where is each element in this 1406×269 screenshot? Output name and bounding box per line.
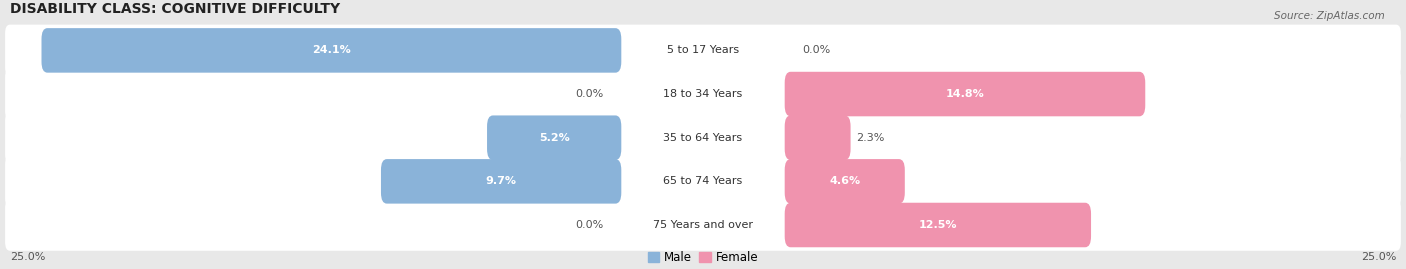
Text: 18 to 34 Years: 18 to 34 Years [664,89,742,99]
Text: 5 to 17 Years: 5 to 17 Years [666,45,740,55]
FancyBboxPatch shape [42,28,621,73]
Text: 14.8%: 14.8% [946,89,984,99]
FancyBboxPatch shape [6,155,1400,207]
Text: 75 Years and over: 75 Years and over [652,220,754,230]
Text: 0.0%: 0.0% [575,220,603,230]
Text: 0.0%: 0.0% [803,45,831,55]
Text: 35 to 64 Years: 35 to 64 Years [664,133,742,143]
FancyBboxPatch shape [6,25,1400,76]
Text: 65 to 74 Years: 65 to 74 Years [664,176,742,186]
Text: 5.2%: 5.2% [538,133,569,143]
Text: DISABILITY CLASS: COGNITIVE DIFFICULTY: DISABILITY CLASS: COGNITIVE DIFFICULTY [10,2,340,16]
FancyBboxPatch shape [785,115,851,160]
Text: 9.7%: 9.7% [485,176,516,186]
FancyBboxPatch shape [381,159,621,204]
Text: Source: ZipAtlas.com: Source: ZipAtlas.com [1274,11,1385,21]
Text: 0.0%: 0.0% [575,89,603,99]
FancyBboxPatch shape [486,115,621,160]
FancyBboxPatch shape [785,203,1091,247]
Text: 25.0%: 25.0% [10,252,45,262]
FancyBboxPatch shape [6,68,1400,120]
Text: 4.6%: 4.6% [830,176,860,186]
Text: 24.1%: 24.1% [312,45,350,55]
Text: 2.3%: 2.3% [856,133,884,143]
Legend: Male, Female: Male, Female [643,246,763,268]
FancyBboxPatch shape [6,112,1400,164]
FancyBboxPatch shape [6,199,1400,251]
Text: 12.5%: 12.5% [918,220,957,230]
FancyBboxPatch shape [785,159,905,204]
FancyBboxPatch shape [785,72,1146,116]
Text: 25.0%: 25.0% [1361,252,1396,262]
